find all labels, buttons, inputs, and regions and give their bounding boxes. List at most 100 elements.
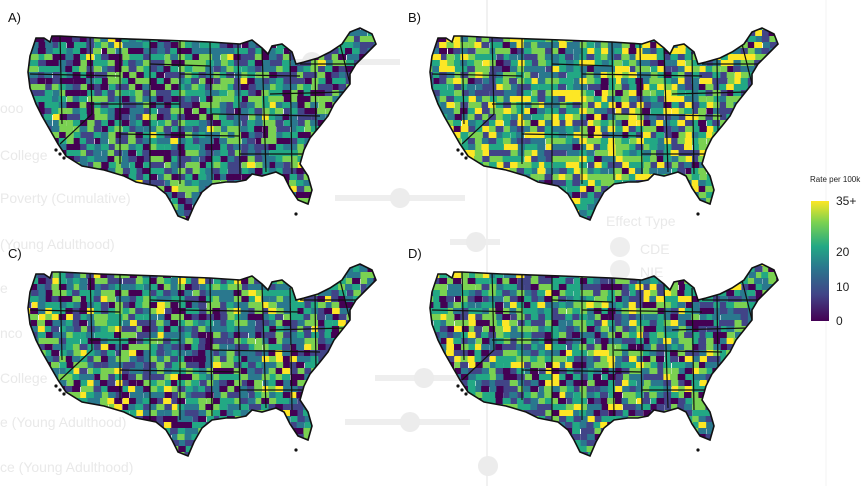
county-cell — [678, 186, 687, 193]
county-cell — [755, 126, 764, 133]
county-cell — [254, 156, 263, 163]
county-cell — [150, 28, 159, 31]
county-cell — [38, 84, 47, 91]
county-cell — [678, 162, 687, 169]
county-cell — [283, 162, 292, 169]
county-cell — [37, 392, 46, 399]
county-cell — [353, 222, 361, 224]
county-cell — [184, 156, 193, 163]
county-cell — [782, 222, 790, 224]
county-cell — [254, 108, 263, 115]
county-cell — [380, 222, 388, 224]
county-cell — [219, 344, 228, 351]
county-cell — [713, 216, 722, 220]
county-cell — [255, 284, 264, 291]
county-cell — [699, 102, 708, 109]
county-cell — [303, 84, 312, 91]
county-cell — [573, 42, 582, 49]
county-cell — [171, 84, 180, 91]
county-cell — [108, 374, 117, 381]
county-cell — [531, 132, 540, 139]
county-cell — [254, 186, 263, 193]
county-cell — [87, 132, 96, 139]
county-cell — [601, 48, 610, 55]
county-cell — [205, 84, 214, 91]
county-cell — [496, 84, 505, 91]
county-cell — [530, 198, 539, 205]
county-cell — [572, 174, 581, 181]
county-cell — [332, 66, 341, 73]
county-cell — [359, 362, 368, 369]
county-cell — [177, 278, 186, 285]
county-cell — [509, 180, 518, 187]
county-cell — [768, 84, 777, 91]
county-cell — [254, 54, 263, 61]
county-cell — [545, 204, 554, 211]
county-cell — [143, 48, 152, 55]
county-cell — [283, 216, 292, 220]
county-cell — [713, 28, 722, 31]
county-cell — [600, 138, 609, 145]
county-cell — [107, 198, 116, 205]
county-cell — [607, 162, 616, 169]
county-cell — [454, 66, 463, 73]
county-cell — [171, 350, 180, 357]
county-cell — [628, 126, 637, 133]
county-cell — [122, 386, 131, 393]
county-cell — [37, 150, 46, 157]
county-cell — [671, 108, 680, 115]
county-cell — [87, 290, 96, 297]
county-cell — [66, 150, 75, 157]
county-cell — [310, 374, 319, 381]
county-cell — [516, 168, 525, 175]
county-cell — [614, 138, 623, 145]
county-cell — [177, 48, 186, 55]
county-cell — [128, 138, 137, 145]
county-cell — [656, 90, 665, 97]
county-cell — [544, 54, 553, 61]
county-cell — [73, 168, 82, 175]
county-cell — [219, 380, 228, 387]
county-cell — [573, 60, 582, 67]
county-cell — [262, 96, 271, 103]
county-cell — [503, 186, 512, 193]
county-cell — [129, 264, 138, 267]
county-cell — [360, 78, 369, 85]
county-cell — [108, 204, 117, 211]
county-cell — [276, 296, 285, 303]
county-cell — [226, 362, 235, 369]
county-cell — [310, 216, 319, 220]
county-cell — [489, 42, 498, 49]
county-cell — [699, 66, 708, 73]
county-cell — [734, 36, 743, 43]
county-cell — [205, 278, 214, 285]
county-cell — [171, 308, 180, 315]
county-cell — [325, 144, 334, 151]
county-cell — [495, 222, 503, 224]
county-cell — [353, 174, 362, 181]
county-cell — [509, 66, 518, 73]
county-cell — [650, 222, 658, 224]
county-cell — [656, 78, 665, 85]
county-cell — [282, 102, 291, 109]
county-cell — [171, 272, 180, 279]
county-cell — [517, 162, 526, 169]
county-cell — [374, 60, 376, 67]
county-cell — [474, 150, 483, 157]
county-cell — [600, 42, 609, 49]
county-cell — [58, 84, 67, 91]
county-cell — [289, 174, 298, 181]
county-cell — [381, 386, 389, 393]
county-cell — [37, 30, 46, 37]
county-cell — [439, 28, 448, 31]
county-cell — [100, 198, 109, 205]
county-cell — [198, 344, 207, 351]
county-cell — [439, 36, 448, 43]
county-cell — [439, 144, 448, 151]
county-cell — [114, 96, 123, 103]
county-cell — [205, 156, 214, 163]
county-cell — [373, 204, 376, 211]
county-cell — [45, 350, 54, 357]
county-cell — [430, 162, 434, 169]
county-cell — [58, 290, 67, 297]
